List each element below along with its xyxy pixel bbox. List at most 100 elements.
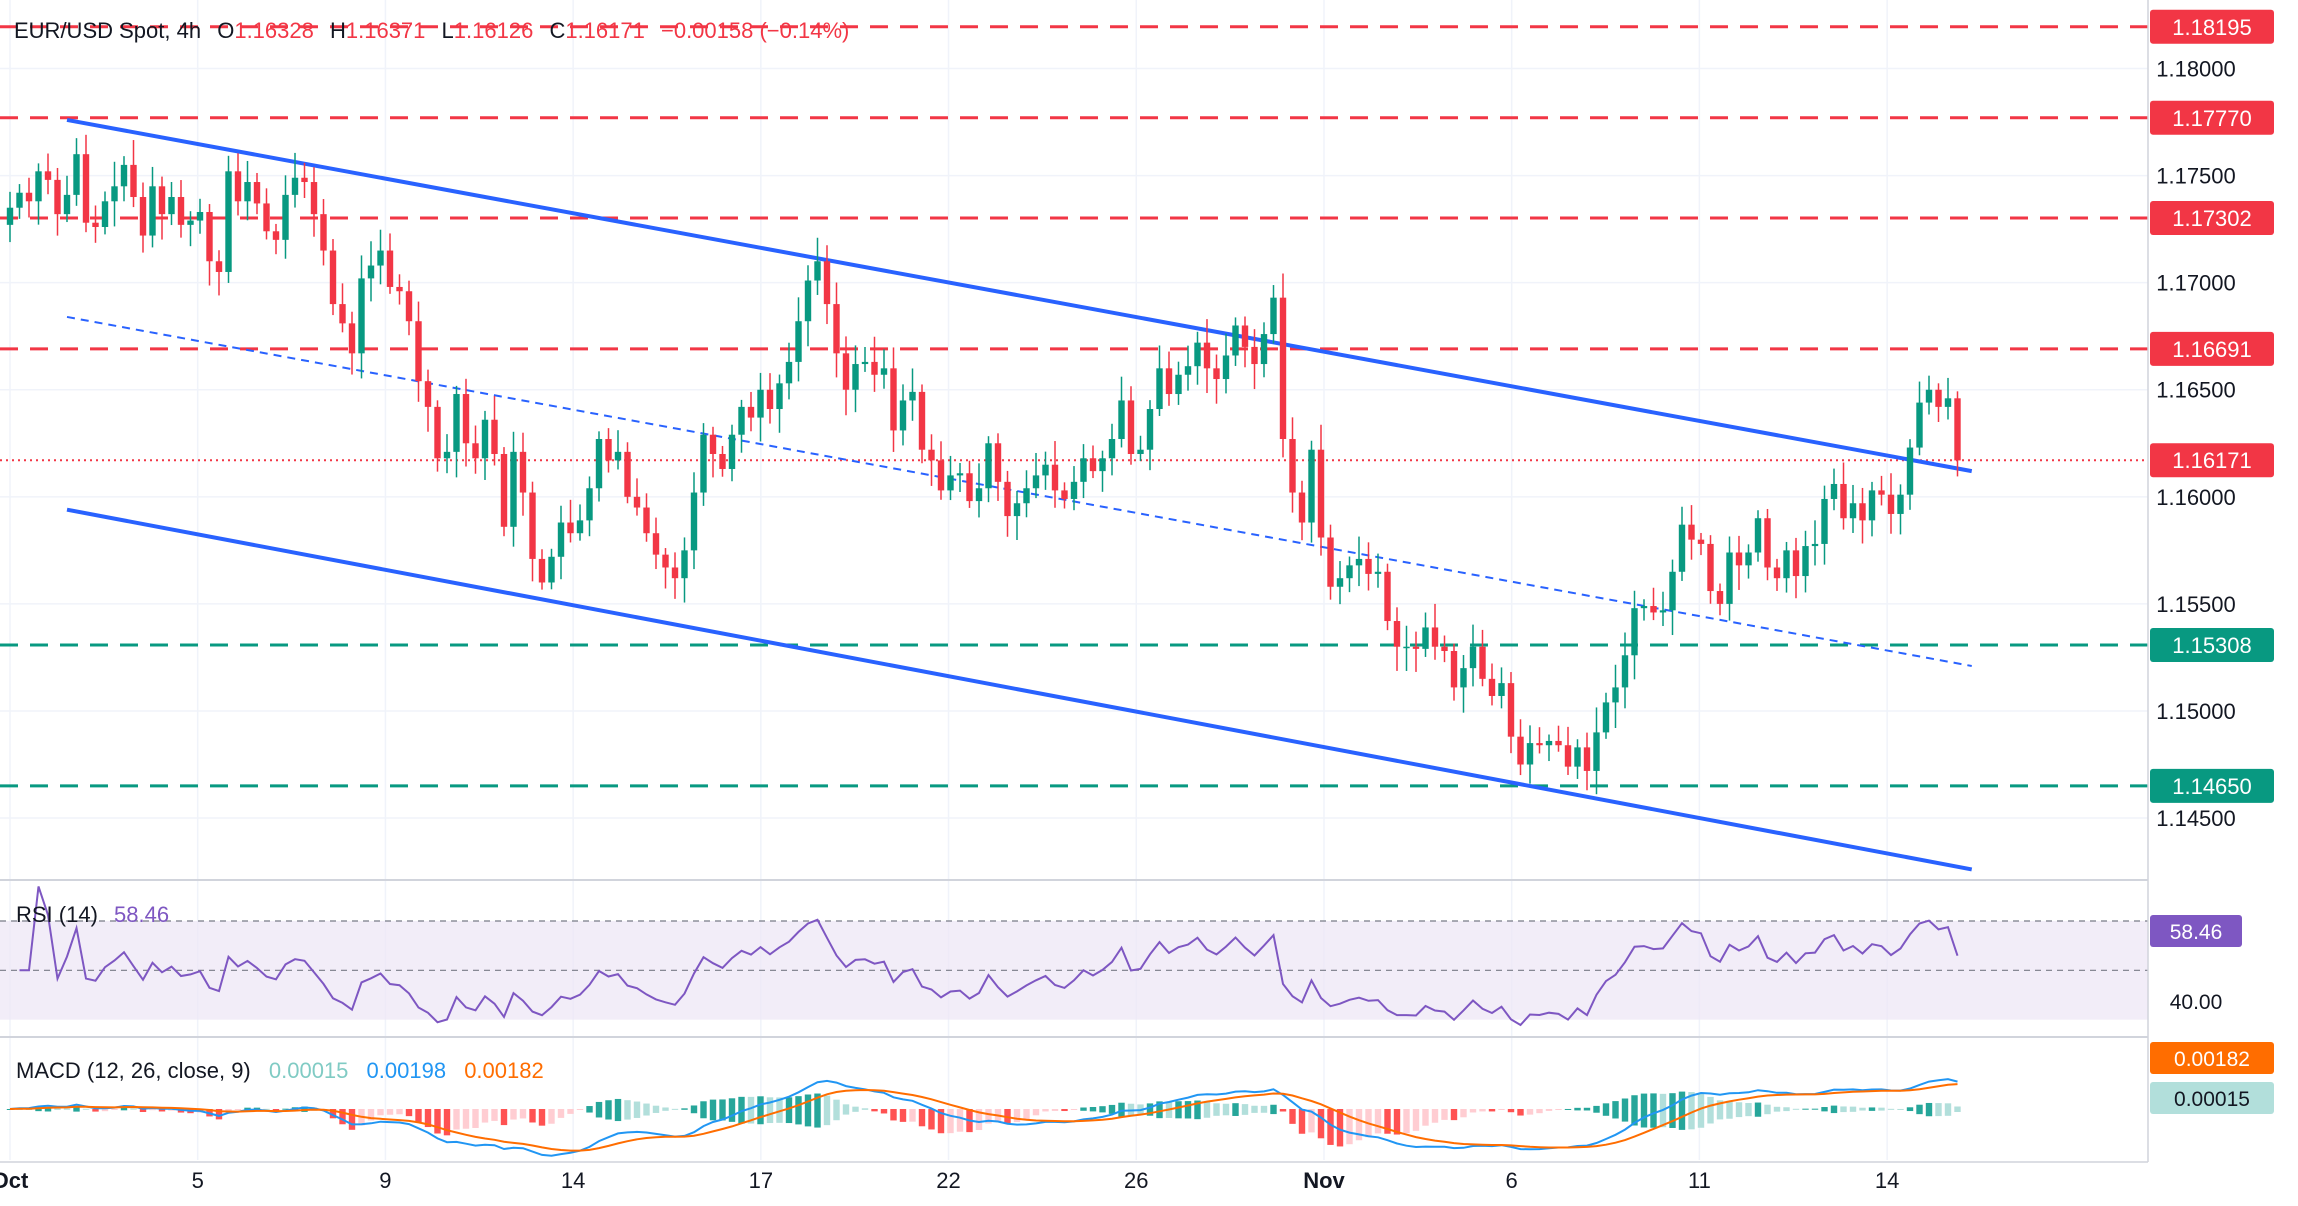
macd-histogram-bar <box>1783 1107 1790 1112</box>
candle-body <box>1194 342 1201 367</box>
candle-body <box>1745 552 1752 566</box>
macd-histogram-bar <box>652 1105 660 1113</box>
candle-body <box>1726 552 1733 604</box>
candle-body <box>899 400 907 431</box>
candle-body <box>1374 571 1382 574</box>
macd-histogram-bar <box>1241 1104 1249 1115</box>
candle-body <box>557 522 565 557</box>
resistance-level-badge <box>2150 201 2274 236</box>
candle-body <box>795 321 802 362</box>
candle-body <box>1232 325 1239 356</box>
candle-body <box>1868 490 1876 521</box>
macd-histogram-bar <box>54 1108 61 1110</box>
macd-histogram-bar <box>1336 1109 1344 1147</box>
macd-histogram-bar <box>1317 1109 1325 1139</box>
candle-body <box>1051 464 1059 491</box>
candle-body <box>120 164 128 187</box>
candle-body <box>994 443 1002 482</box>
macd-histogram-bar <box>700 1101 707 1119</box>
macd-histogram-bar <box>548 1109 555 1124</box>
candle-body <box>776 383 783 410</box>
candle-body <box>310 182 318 215</box>
macd-histogram-bar <box>510 1109 517 1120</box>
candle-body <box>1365 558 1372 574</box>
candle-body <box>234 171 242 202</box>
macd-histogram-bar <box>415 1109 422 1123</box>
candle-body <box>1878 490 1885 495</box>
macd-hist-badge-label: 0.00015 <box>2174 1088 2250 1111</box>
macd-histogram-bar <box>605 1100 612 1120</box>
candle-body <box>1108 439 1116 459</box>
candle-body <box>82 154 90 223</box>
candle-body <box>472 443 479 459</box>
macd-histogram-bar <box>215 1109 223 1120</box>
macd-histogram-bar <box>1745 1103 1752 1117</box>
candle-body <box>263 203 270 232</box>
candle-body <box>63 194 71 215</box>
candle-body <box>434 406 441 459</box>
candle-body <box>1830 483 1838 499</box>
macd-histogram-bar <box>1716 1100 1724 1120</box>
macd-histogram-bar <box>1118 1102 1125 1117</box>
macd-histogram-bar <box>1479 1109 1486 1112</box>
candle-body <box>139 197 147 236</box>
macd-histogram-bar <box>890 1109 897 1121</box>
macd-histogram-bar <box>1916 1104 1923 1115</box>
macd-histogram-bar <box>757 1096 764 1125</box>
time-tick-label: 17 <box>749 1168 773 1193</box>
macd-histogram-bar <box>766 1097 774 1124</box>
candle-body <box>1897 494 1904 514</box>
macd-histogram-bar <box>405 1109 413 1117</box>
candle-body <box>301 177 308 183</box>
macd-histogram-bar <box>1887 1108 1895 1110</box>
candle-body <box>1441 646 1448 652</box>
macd-histogram-bar <box>168 1109 175 1111</box>
macd-histogram-bar <box>1526 1109 1534 1115</box>
candle-body <box>681 550 688 579</box>
candle-body <box>1080 458 1087 482</box>
macd-histogram-bar <box>1821 1107 1828 1112</box>
candle-body <box>130 164 137 198</box>
resistance-level-label: 1.18195 <box>2172 15 2252 40</box>
candle-body <box>16 192 23 208</box>
candle-body <box>510 451 517 527</box>
candle-body <box>1545 740 1553 746</box>
candle-body <box>358 278 365 354</box>
header-legend: EUR/USD Spot, 4h O1.16328 H1.16371 L1.16… <box>14 18 849 43</box>
macd-histogram-bar <box>1023 1109 1030 1120</box>
time-tick-label: 26 <box>1124 1168 1148 1193</box>
candle-body <box>861 361 869 365</box>
candle-body <box>1678 524 1686 572</box>
candle-body <box>1916 402 1923 448</box>
candle-body <box>1517 736 1524 765</box>
macd-histogram-bar <box>1593 1105 1600 1113</box>
macd-histogram-bar <box>1840 1106 1847 1113</box>
candle-body <box>1412 646 1420 649</box>
candle-body <box>1460 668 1467 688</box>
candle-body <box>1488 678 1496 696</box>
macd-histogram-bar <box>348 1109 356 1130</box>
macd-histogram-bar <box>1735 1102 1743 1118</box>
candle-body <box>1669 571 1676 611</box>
candle-body <box>1659 610 1667 613</box>
time-tick-label: 6 <box>1506 1168 1518 1193</box>
macd-histogram-bar <box>149 1109 156 1111</box>
candle-body <box>1004 481 1011 517</box>
candle-body <box>785 361 793 384</box>
price-tick-label: 1.15000 <box>2156 699 2236 724</box>
macd-histogram-bar <box>1954 1106 1961 1113</box>
macd-histogram-bar <box>396 1109 403 1115</box>
macd-histogram-bar <box>329 1109 337 1119</box>
candle-body <box>1070 481 1078 499</box>
candle-body <box>225 171 232 272</box>
macd-histogram-bar <box>282 1108 289 1110</box>
candle-body <box>1270 297 1277 335</box>
candle-body <box>538 558 546 583</box>
macd-histogram-bar <box>1688 1092 1695 1130</box>
macd-histogram-bar <box>1004 1109 1011 1124</box>
macd-histogram-bar <box>1498 1109 1505 1110</box>
macd-histogram-bar <box>719 1099 726 1121</box>
macd-histogram-bar <box>500 1109 508 1126</box>
candle-body <box>1564 745 1572 767</box>
